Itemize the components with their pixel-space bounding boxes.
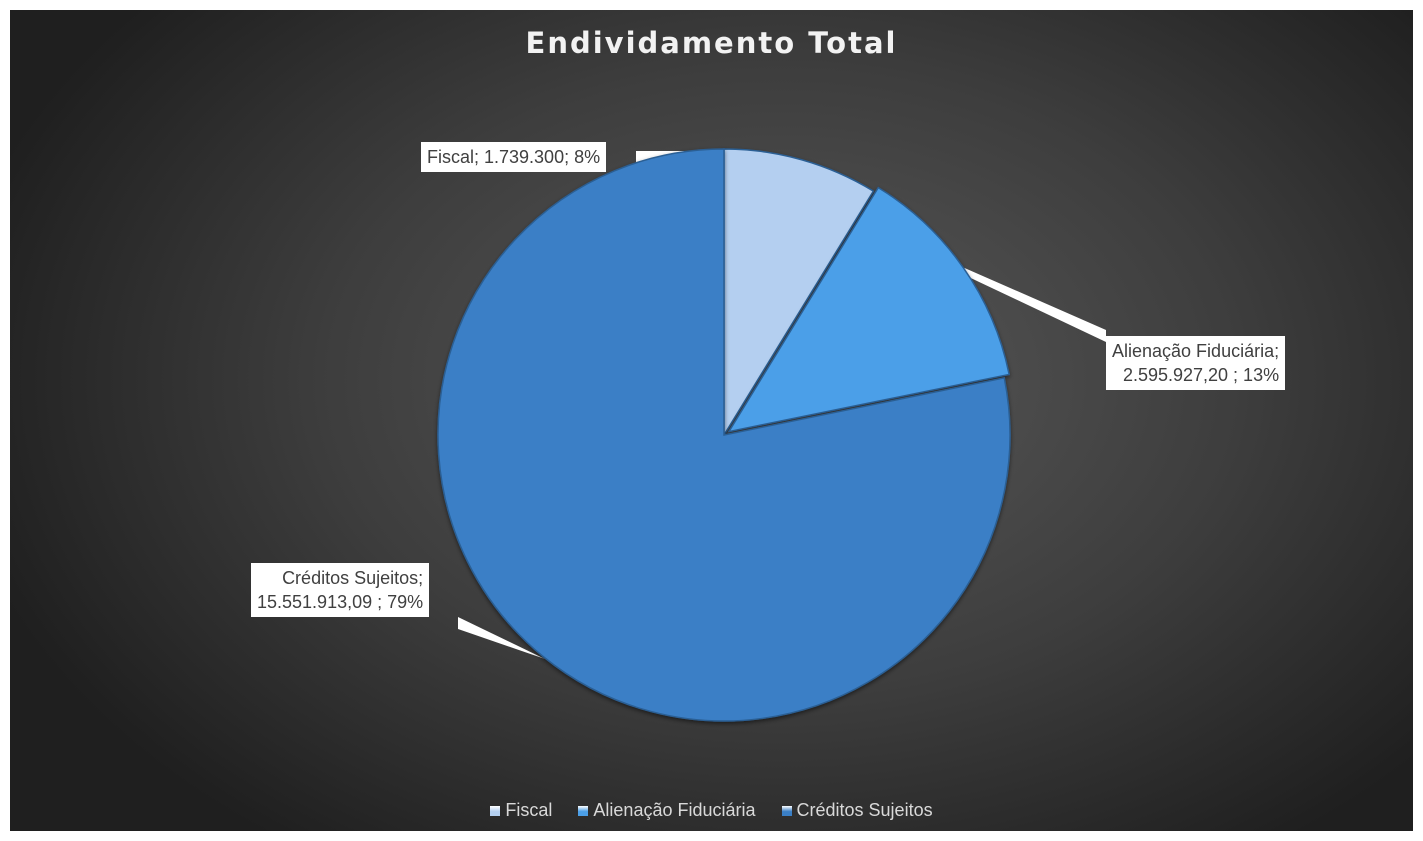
pie-slice-fiscal: [723, 148, 875, 438]
data-label-creditos-line2: 15.551.913,09 ; 79%: [257, 592, 424, 612]
legend-swatch-alienacao: [578, 805, 589, 816]
data-label-alienacao-line2: 2.595.927,20 ; 13%: [1122, 365, 1280, 385]
legend-label-fiscal: Fiscal: [505, 800, 553, 820]
legend-swatch-creditos: [781, 805, 792, 816]
data-label-creditos-line1: Créditos Sujeitos;: [282, 568, 424, 588]
legend-label-creditos: Créditos Sujeitos: [796, 800, 933, 820]
legend-swatch-fiscal: [490, 805, 501, 816]
legend-item-alienacao: Alienação Fiduciária: [578, 800, 756, 821]
pie-slice-alienacao: [727, 186, 1011, 433]
legend-item-fiscal: Fiscal: [490, 800, 552, 821]
legend-label-alienacao: Alienação Fiduciária: [593, 800, 756, 820]
data-label-alienacao-line1: Alienação Fiduciária;: [1112, 341, 1280, 361]
leader-line-alienacao: [958, 266, 1106, 342]
chart-title: Endividamento Total: [525, 26, 898, 60]
legend: Fiscal Alienação Fiduciária Créditos Suj…: [0, 800, 1423, 821]
data-label-fiscal: Fiscal; 1.739.300; 8%: [421, 142, 607, 172]
data-label-fiscal-text: Fiscal; 1.739.300; 8%: [427, 147, 601, 167]
data-label-creditos: Créditos Sujeitos; 15.551.913,09 ; 79%: [251, 563, 430, 617]
data-label-alienacao: Alienação Fiduciária; 2.595.927,20 ; 13%: [1106, 336, 1286, 390]
pie-slice-creditos: [437, 148, 1011, 722]
legend-item-creditos: Créditos Sujeitos: [781, 800, 933, 821]
leader-line-creditos: [458, 617, 545, 659]
